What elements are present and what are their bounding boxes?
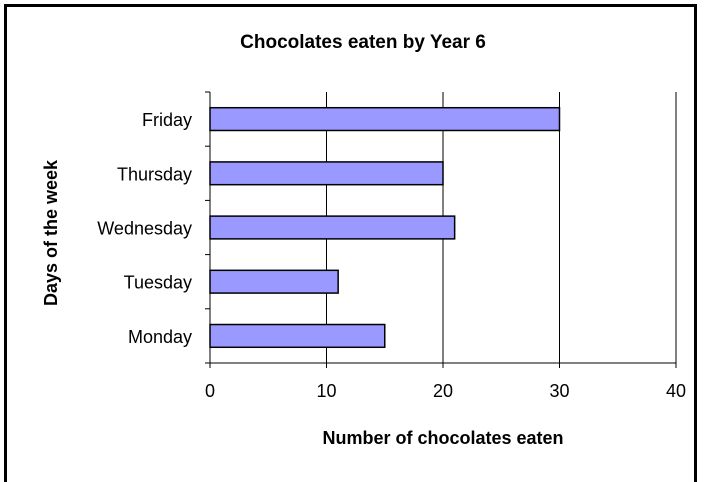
bar-tuesday [209, 269, 339, 294]
y-tick-label-thursday: Thursday [117, 164, 192, 184]
y-axis-title: Days of the week [41, 159, 61, 306]
y-tick-labels: Monday Tuesday Wednesday Thursday Friday [97, 110, 192, 347]
bar-thursday [209, 161, 444, 186]
x-tick-label-20: 20 [433, 381, 453, 401]
x-tick-label-0: 0 [205, 381, 215, 401]
x-tick-labels: 0 10 20 30 40 [205, 381, 686, 401]
y-tick-label-monday: Monday [128, 327, 192, 347]
x-tick-label-10: 10 [316, 381, 336, 401]
bar-friday [209, 106, 561, 132]
bars [209, 106, 561, 349]
bar-monday [209, 323, 386, 349]
y-tick-label-tuesday: Tuesday [124, 273, 192, 293]
chart-frame [4, 4, 697, 482]
y-tick-label-friday: Friday [142, 110, 192, 130]
bar-wednesday [209, 215, 456, 240]
x-tick-label-30: 30 [549, 381, 569, 401]
x-axis-title: Number of chocolates eaten [322, 428, 563, 448]
axes [205, 91, 677, 368]
x-tick-label-40: 40 [666, 381, 686, 401]
chart-title: Chocolates eaten by Year 6 [240, 32, 486, 53]
y-tick-label-wednesday: Wednesday [97, 219, 192, 239]
